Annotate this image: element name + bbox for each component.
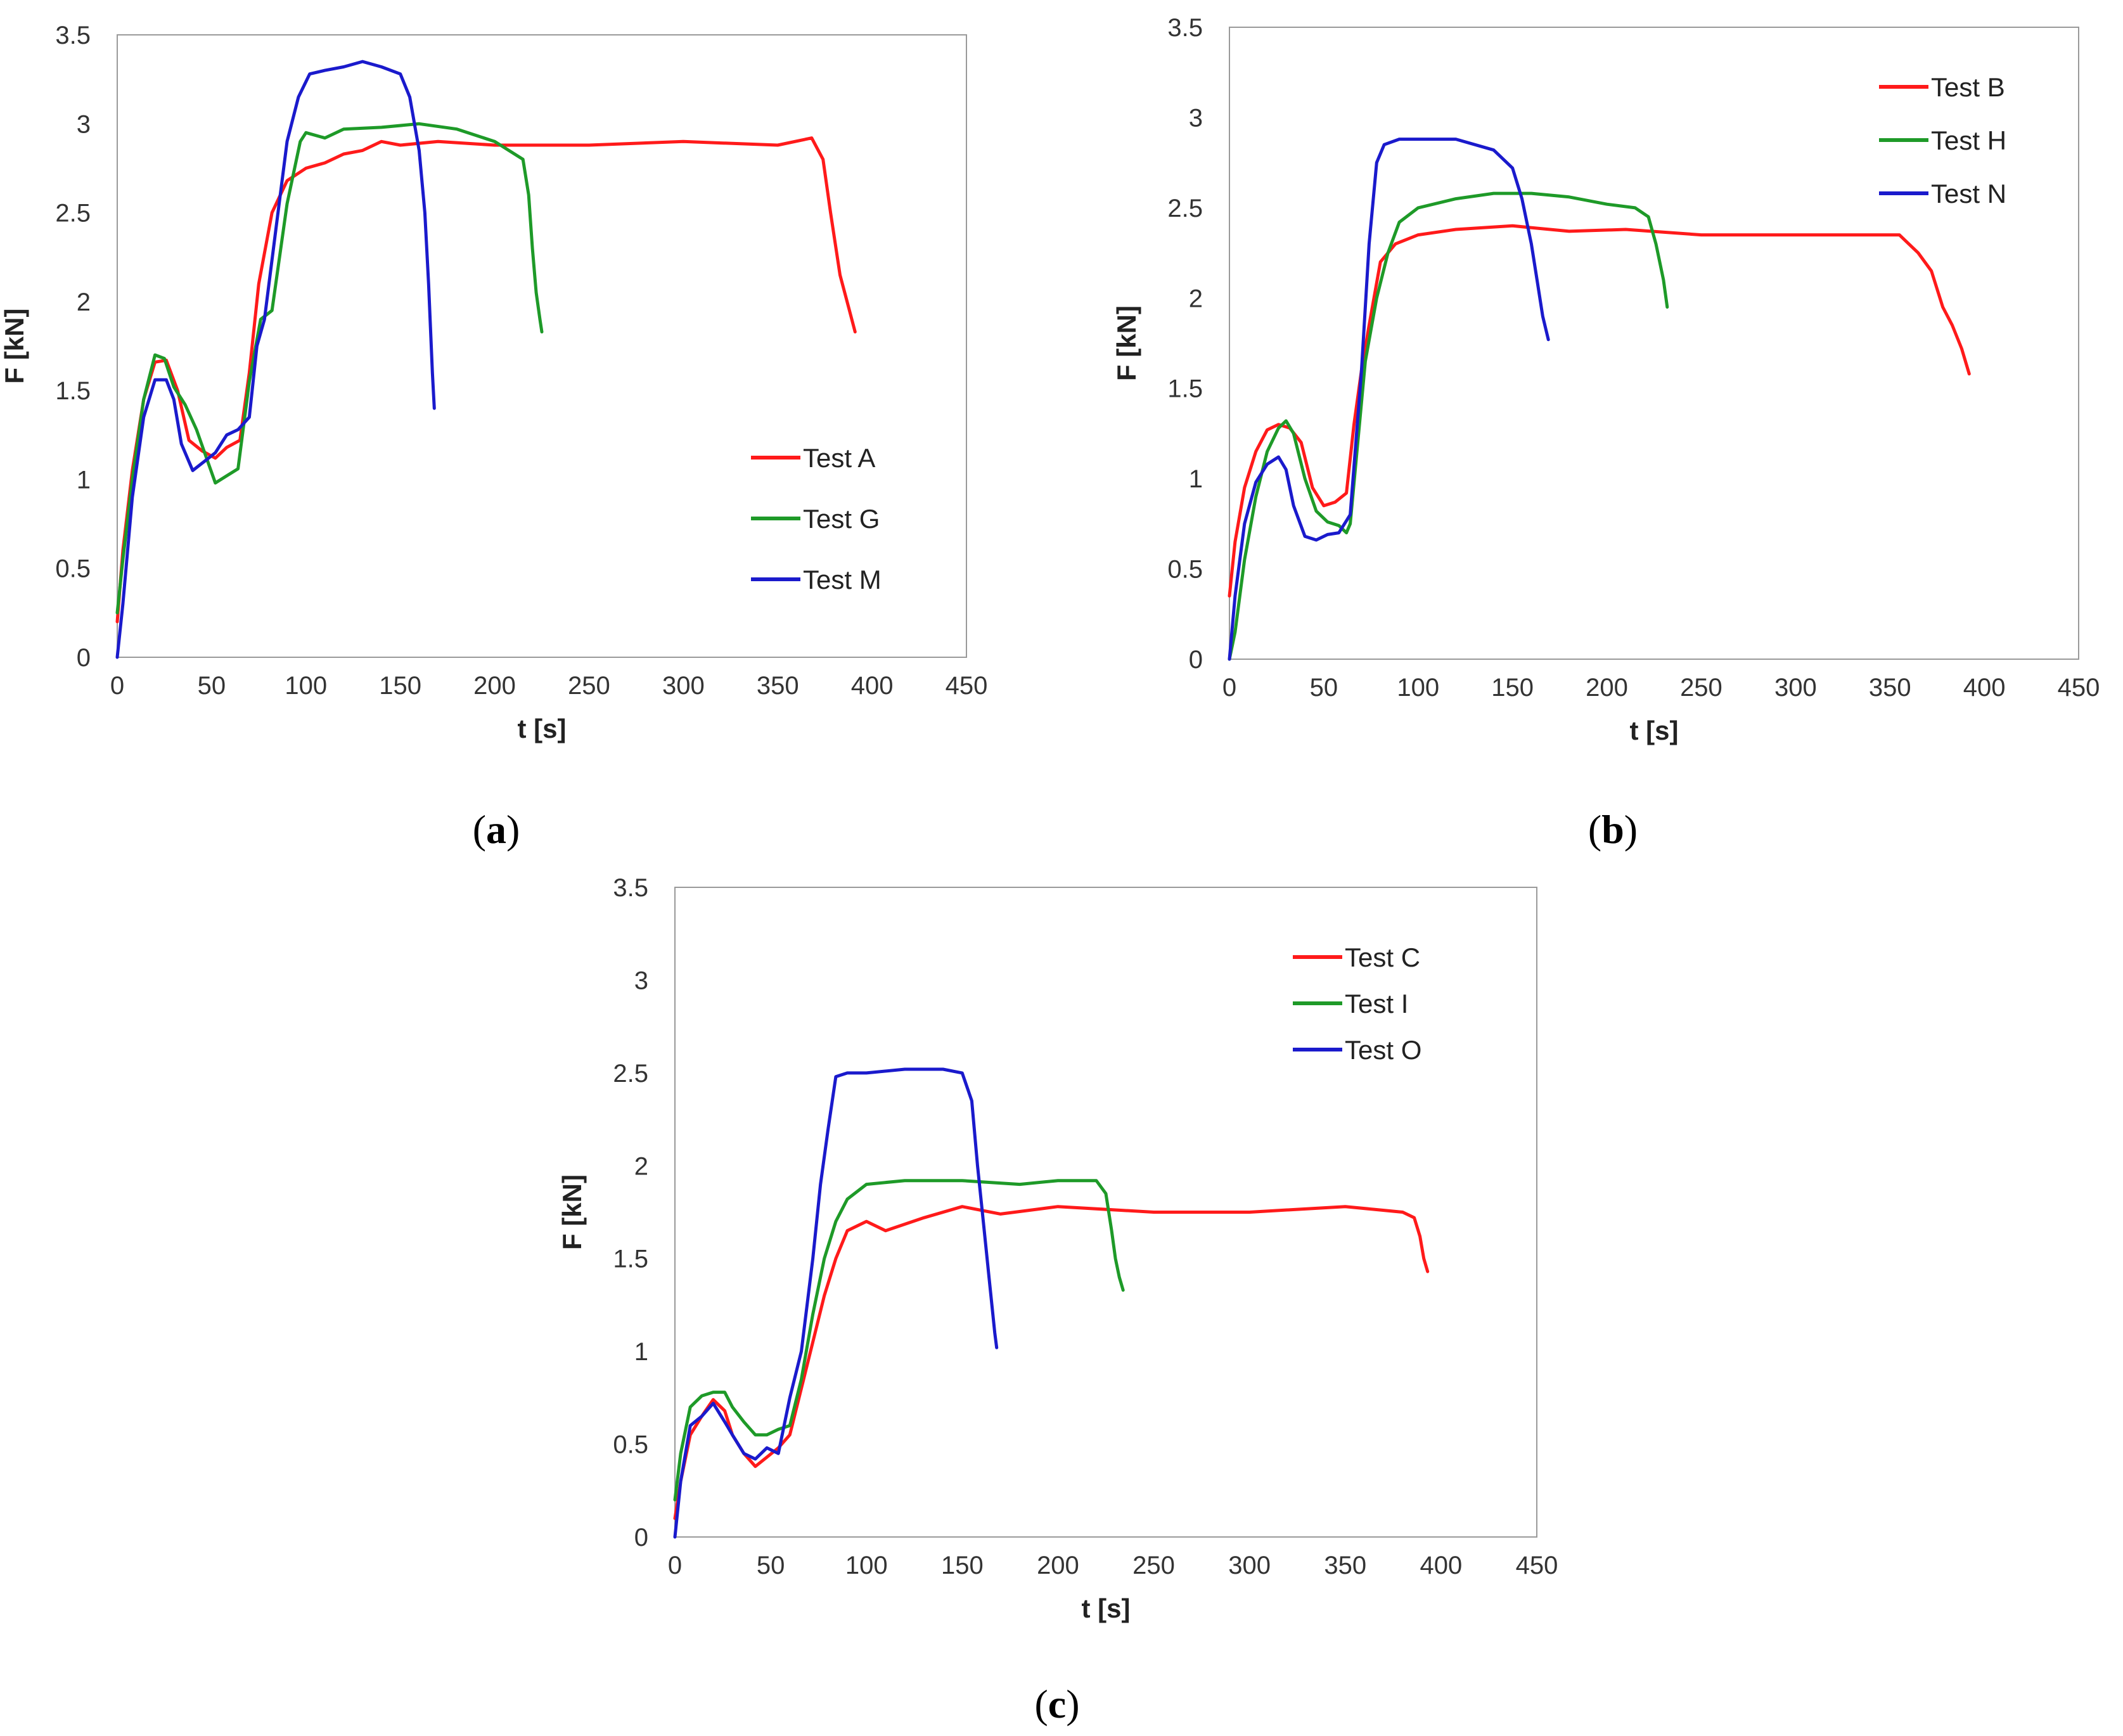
panel-a-legend-label: Test A xyxy=(803,443,875,473)
panel-c-ytick-label: 0 xyxy=(634,1524,648,1552)
panel-a-legend: Test A Test G Test M xyxy=(751,443,882,595)
panel-c-xtick-label: 150 xyxy=(941,1552,984,1579)
panel-b-ytick-label: 1.5 xyxy=(1167,375,1203,403)
panel-c-xtick-label: 200 xyxy=(1037,1552,1079,1579)
panel-b-ytick-label: 0.5 xyxy=(1167,556,1203,584)
panel-c-series-test-o xyxy=(673,1067,999,1539)
panel-b-legend-label: Test H xyxy=(1931,125,2006,155)
panel-a-plot-frame xyxy=(117,34,967,658)
panel-c-ytick-label: 2.5 xyxy=(613,1060,648,1088)
panel-a-xtick-label: 0 xyxy=(110,672,124,700)
panel-b-xtick-label: 150 xyxy=(1491,674,1534,702)
panel-c-legend-label: Test O xyxy=(1345,1035,1421,1065)
panel-c-y-axis-label: F [kN] xyxy=(557,1174,587,1250)
panel-b-xtick-label: 300 xyxy=(1774,674,1817,702)
panel-b-series-test-h xyxy=(1228,191,1669,661)
panel-b-ytick-label: 0 xyxy=(1189,646,1203,674)
panel-b-ytick-label: 3 xyxy=(1189,104,1203,132)
panel-c-ytick-label: 1 xyxy=(634,1338,648,1366)
panel-a-series-test-g xyxy=(115,122,544,615)
panel-b-plot-frame xyxy=(1229,27,2079,660)
panel-b-x-axis-label: t [s] xyxy=(1630,716,1679,745)
panel-b-series-test-b xyxy=(1228,224,1971,598)
panel-b-label: (b) xyxy=(1588,807,1638,852)
panel-a-ytick-label: 0.5 xyxy=(55,555,91,583)
panel-c-xtick-label: 450 xyxy=(1516,1552,1558,1579)
panel-c-ytick-label: 0.5 xyxy=(613,1431,648,1459)
panel-b-legend-label: Test N xyxy=(1931,179,2006,209)
panel-b-xtick-label: 50 xyxy=(1310,674,1338,702)
panel-b-legend: Test B Test H Test N xyxy=(1879,72,2006,209)
panel-b-xtick-label: 250 xyxy=(1680,674,1722,702)
panel-a-x-axis-label: t [s] xyxy=(518,714,567,743)
panel-b-xtick-label: 0 xyxy=(1222,674,1236,702)
panel-a-xtick-label: 450 xyxy=(946,672,988,700)
panel-a: 0 50 100 150 200 250 300 350 400 450 0 0.5 1 1.5 2 2.5 3… xyxy=(0,22,987,852)
panel-b-ytick-label: 2 xyxy=(1189,285,1203,312)
panel-c-xtick-label: 0 xyxy=(668,1552,682,1579)
panel-b-xtick-label: 200 xyxy=(1586,674,1628,702)
panel-c-plot-frame xyxy=(674,887,1537,1538)
panel-c-legend-label: Test I xyxy=(1345,989,1408,1019)
panel-a-ytick-label: 1.5 xyxy=(55,377,91,405)
panel-a-xtick-label: 200 xyxy=(473,672,516,700)
panel-c-xtick-label: 250 xyxy=(1132,1552,1175,1579)
panel-b-ytick-label: 1 xyxy=(1189,465,1203,493)
panel-b: 0 50 100 150 200 250 300 350 400 450 0 0.5 1 1.5 2 2.5 3… xyxy=(1112,14,2100,852)
panel-c: 0 50 100 150 200 250 300 350 400 450 0 0.5 1 1.5 2 2.5 3… xyxy=(557,874,1558,1726)
panel-a-y-axis-label: F [kN] xyxy=(0,309,29,384)
panel-a-ytick-label: 3 xyxy=(77,110,91,138)
panel-b-xtick-label: 100 xyxy=(1397,674,1439,702)
panel-c-label: (c) xyxy=(1034,1681,1079,1726)
panel-a-xtick-label: 150 xyxy=(379,672,421,700)
panel-c-series-test-i xyxy=(673,1179,1125,1501)
panel-a-ytick-label: 0 xyxy=(77,644,91,672)
panel-c-ytick-label: 1.5 xyxy=(613,1245,648,1273)
panel-a-label: (a) xyxy=(473,807,520,852)
panel-a-xtick-label: 100 xyxy=(285,672,327,700)
panel-c-legend-label: Test C xyxy=(1345,942,1420,972)
panel-b-ytick-label: 2.5 xyxy=(1167,195,1203,222)
panel-a-ytick-label: 2 xyxy=(77,288,91,316)
panel-a-series-test-a xyxy=(115,136,857,624)
panel-b-xtick-label: 400 xyxy=(1963,674,2006,702)
panel-b-ytick-label: 3.5 xyxy=(1167,14,1203,42)
panel-c-x-axis-label: t [s] xyxy=(1082,1593,1131,1623)
panel-b-y-axis-label: F [kN] xyxy=(1112,305,1141,381)
panel-a-legend-label: Test M xyxy=(803,565,882,595)
panel-a-xtick-label: 400 xyxy=(851,672,894,700)
panel-c-xtick-label: 300 xyxy=(1228,1552,1271,1579)
panel-c-xtick-label: 50 xyxy=(757,1552,785,1579)
panel-a-ytick-label: 3.5 xyxy=(55,22,91,49)
panel-c-xtick-label: 100 xyxy=(845,1552,888,1579)
panel-a-legend-label: Test G xyxy=(803,504,880,534)
panel-b-series-test-n xyxy=(1228,138,1550,661)
panel-a-xtick-label: 50 xyxy=(198,672,226,700)
panel-a-ytick-label: 2.5 xyxy=(55,200,91,228)
panel-b-legend-label: Test B xyxy=(1931,72,2005,102)
panel-a-ytick-label: 1 xyxy=(77,466,91,494)
panel-b-xtick-label: 350 xyxy=(1869,674,1911,702)
panel-c-ytick-label: 3 xyxy=(634,967,648,994)
panel-a-xtick-label: 350 xyxy=(757,672,799,700)
panel-a-xtick-label: 300 xyxy=(662,672,705,700)
panel-c-ytick-label: 3.5 xyxy=(613,874,648,902)
panel-b-xtick-label: 450 xyxy=(2058,674,2100,702)
panel-c-legend: Test C Test I Test O xyxy=(1293,942,1421,1065)
panel-c-xtick-label: 350 xyxy=(1324,1552,1366,1579)
panel-c-series-test-c xyxy=(673,1205,1430,1521)
panel-a-series-test-m xyxy=(115,60,436,659)
panel-a-xtick-label: 250 xyxy=(568,672,610,700)
panel-c-ytick-label: 2 xyxy=(634,1152,648,1180)
panel-c-xtick-label: 400 xyxy=(1420,1552,1463,1579)
